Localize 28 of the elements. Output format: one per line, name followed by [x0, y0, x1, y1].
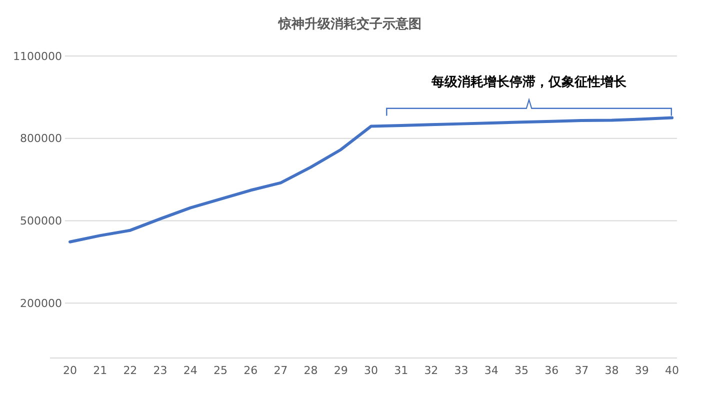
x-tick-label: 31 — [394, 364, 408, 377]
x-tick-label: 38 — [604, 364, 619, 377]
chart-title: 惊神升级消耗交子示意图 — [278, 16, 422, 32]
y-tick-label: 200000 — [20, 296, 62, 310]
x-tick-label: 20 — [63, 364, 77, 377]
x-tick-label: 33 — [454, 364, 468, 377]
y-tick-label: 800000 — [20, 132, 62, 146]
x-tick-label: 32 — [424, 364, 438, 377]
x-tick-label: 28 — [304, 364, 318, 377]
x-tick-label: 24 — [183, 364, 198, 377]
x-tick-label: 37 — [574, 364, 589, 377]
x-tick-label: 22 — [123, 364, 138, 377]
x-tick-label: 25 — [214, 364, 228, 377]
x-tick-label: 39 — [634, 364, 649, 377]
x-tick-label: 29 — [334, 364, 348, 377]
x-tick-label: 30 — [364, 364, 378, 377]
x-tick-label: 21 — [93, 364, 108, 377]
x-tick-label: 23 — [153, 364, 168, 377]
x-tick-label: 35 — [514, 364, 528, 377]
annotation: 每级消耗增长停滞，仅象征性增长 — [430, 74, 628, 90]
y-tick-label: 500000 — [20, 214, 62, 228]
line-series — [68, 116, 674, 244]
x-tick-label: 27 — [274, 364, 288, 377]
y-tick-label: 1100000 — [13, 50, 62, 63]
x-tick-label: 26 — [244, 364, 258, 377]
x-tick-label: 36 — [544, 364, 559, 377]
x-tick-label: 34 — [484, 364, 498, 377]
x-tick-label: 40 — [665, 364, 679, 377]
